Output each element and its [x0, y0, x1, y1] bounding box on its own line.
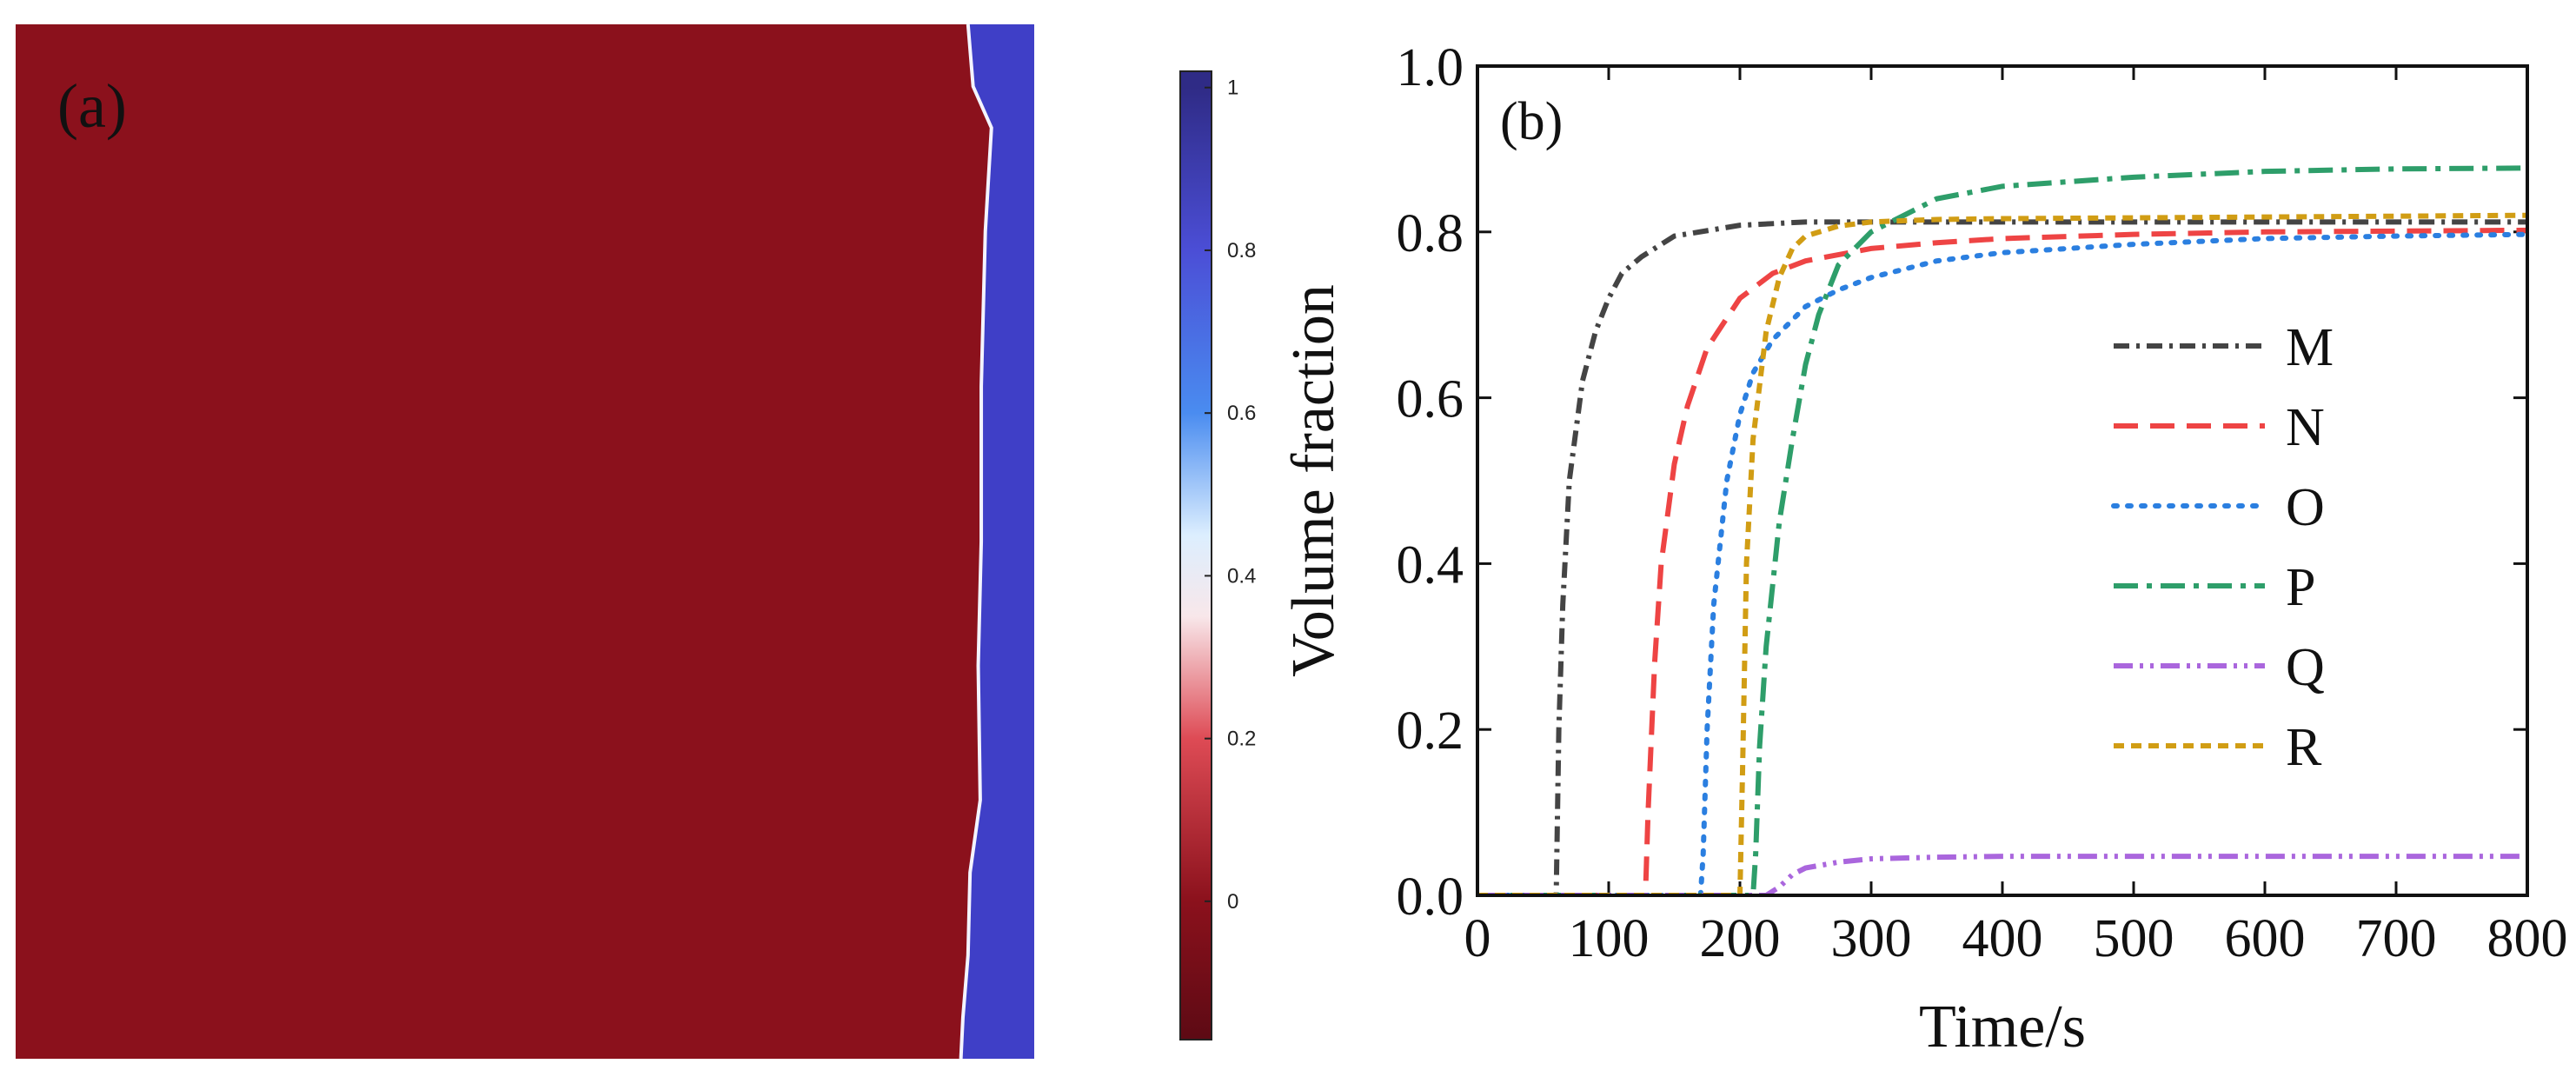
panel-b-label: (b) [1500, 92, 1563, 151]
series-line-o [1477, 231, 2527, 895]
colorbar: 1 0.8 0.6 0.4 0.2 0 [1179, 70, 1256, 1040]
colorbar-ticks: 1 0.8 0.6 0.4 0.2 0 [1205, 76, 1256, 914]
red-phase-region [16, 24, 992, 1059]
panel-a-heatmap: (a) [16, 23, 1034, 1060]
panel-b-line-chart: 0 100 200 300 400 500 600 700 800 0.0 0.2 0.4 0.6 0.8… [1280, 38, 2568, 1060]
colorbar-tick-label: 0.2 [1227, 728, 1256, 751]
plot-frame [1476, 64, 2529, 897]
y-axis-label: Volume fraction [1280, 284, 1347, 677]
series-line-r [1477, 212, 2527, 895]
y-tick-label: 0.2 [1397, 701, 1464, 761]
colorbar-tick-label: 1 [1227, 76, 1238, 100]
panel-a-label: (a) [57, 71, 127, 141]
x-tick-label: 800 [2487, 909, 2568, 968]
colorbar-tick-label: 0.4 [1227, 564, 1256, 588]
series-line-p [1477, 165, 2527, 895]
x-axis-label: Time/s [1919, 994, 2086, 1060]
colorbar-tick-label: 0.6 [1227, 402, 1256, 425]
legend-label-o: O [2286, 478, 2325, 537]
x-tick-label: 600 [2225, 909, 2306, 968]
colorbar-tick-label: 0 [1227, 890, 1238, 914]
plot-ticks: 0 100 200 300 400 500 600 700 800 0.0 0.2 0.4 0.6 0.8… [1397, 38, 2568, 968]
x-tick-label: 700 [2356, 909, 2437, 968]
series-line-m [1477, 219, 2527, 895]
legend-label-q: Q [2286, 638, 2325, 697]
x-tick-label: 400 [1962, 909, 2043, 968]
y-tick-label: 0.8 [1397, 204, 1464, 263]
legend-label-n: N [2286, 398, 2325, 457]
x-tick-label: 200 [1700, 909, 1781, 968]
x-tick-label: 100 [1569, 909, 1650, 968]
y-tick-label: 0.0 [1397, 868, 1464, 927]
y-tick-label: 0.4 [1397, 535, 1464, 595]
legend-label-m: M [2286, 318, 2334, 377]
x-tick-label: 300 [1831, 909, 1912, 968]
x-tick-label: 0 [1464, 909, 1491, 968]
phase-interface-boundary [959, 23, 993, 1060]
series-line-n [1477, 227, 2527, 895]
colorbar-tick-label: 0.8 [1227, 239, 1256, 263]
legend-label-r: R [2286, 718, 2322, 777]
x-tick-label: 500 [2094, 909, 2174, 968]
series-line-q [1477, 854, 2527, 895]
y-tick-label: 0.6 [1397, 370, 1464, 429]
colorbar-gradient [1179, 70, 1212, 1040]
plot-series [1477, 165, 2527, 895]
legend-label-p: P [2286, 558, 2315, 617]
y-tick-label: 1.0 [1397, 38, 1464, 97]
